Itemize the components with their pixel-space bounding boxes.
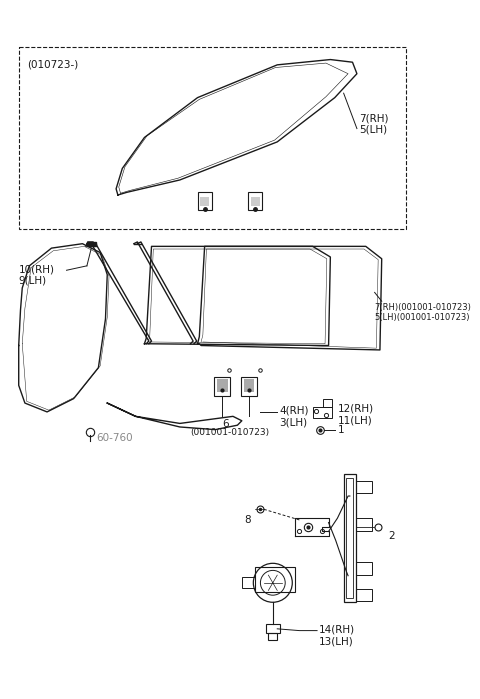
Text: 8: 8 [244, 514, 251, 525]
Bar [243, 379, 254, 391]
Text: 1: 1 [337, 424, 344, 435]
Bar [312, 408, 332, 418]
Bar [19, 47, 407, 229]
Bar [255, 567, 295, 591]
Bar [346, 478, 353, 598]
Bar [251, 197, 260, 206]
Bar [87, 242, 96, 246]
Text: 12(RH)
11(LH): 12(RH) 11(LH) [337, 404, 373, 426]
Text: 10(RH)
9(LH): 10(RH) 9(LH) [19, 264, 55, 286]
Bar [266, 624, 280, 633]
Bar [198, 192, 212, 210]
Bar [241, 377, 257, 396]
Text: 2: 2 [388, 531, 395, 541]
Text: 14(RH)
13(LH): 14(RH) 13(LH) [319, 624, 355, 646]
Bar [323, 398, 332, 408]
Bar [268, 633, 277, 640]
Text: 4(RH)
3(LH): 4(RH) 3(LH) [279, 405, 309, 427]
Text: (001001-010723): (001001-010723) [191, 428, 270, 437]
Text: 6: 6 [223, 419, 229, 429]
Bar [344, 474, 356, 603]
Bar [356, 518, 372, 531]
Bar [356, 589, 372, 601]
Bar [242, 577, 255, 588]
Bar [200, 197, 209, 206]
Text: 7(RH)
5(LH): 7(RH) 5(LH) [360, 113, 389, 135]
Text: 60-760: 60-760 [96, 433, 133, 443]
Bar [217, 379, 228, 391]
Bar [356, 563, 372, 575]
Bar [248, 192, 262, 210]
Bar [356, 481, 372, 493]
Text: 7(RH)(001001-010723)
5(LH)(001001-010723): 7(RH)(001001-010723) 5(LH)(001001-010723… [374, 303, 471, 322]
Text: (010723-): (010723-) [27, 59, 79, 69]
Bar [215, 377, 230, 396]
